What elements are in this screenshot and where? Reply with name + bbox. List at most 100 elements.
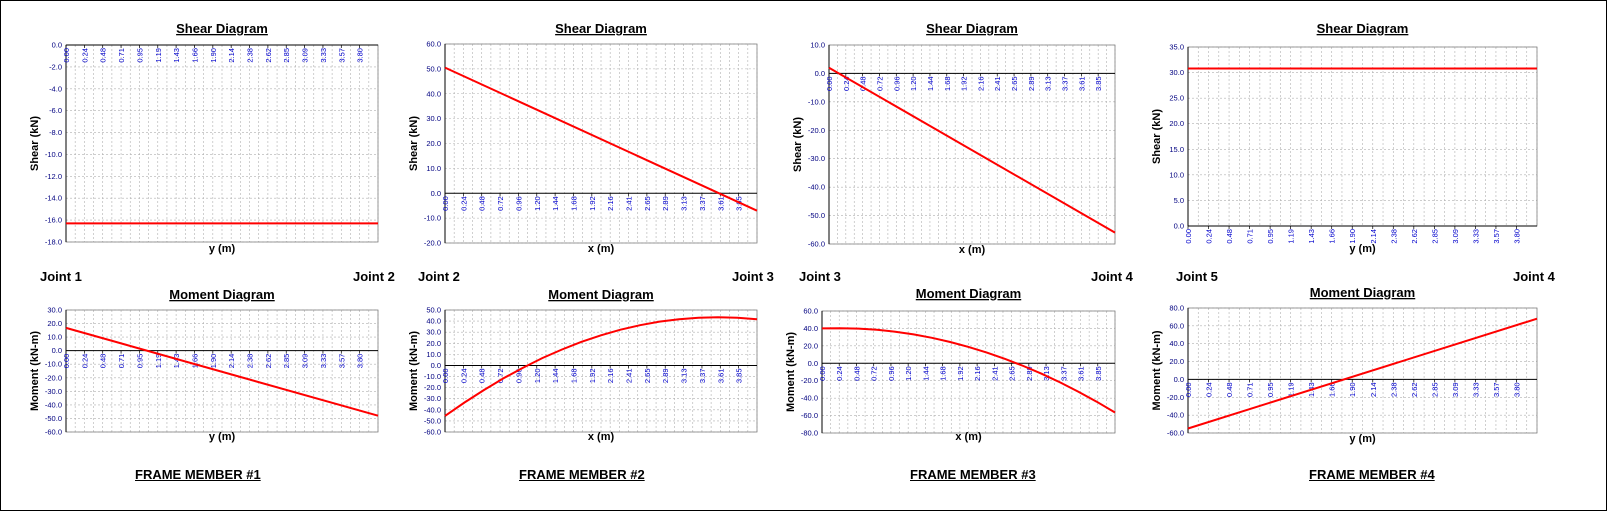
y-tick-label: 20.0 xyxy=(426,139,441,148)
x-tick-label: 3.85 xyxy=(1094,366,1103,381)
chart-5: -60.0 -50.0 -40.0 -30.0 -20.0 -10.0 0.0 10.0 20.… xyxy=(29,287,379,443)
x-axis-label: x (m) xyxy=(588,243,615,255)
y-tick-label: 0.0 xyxy=(431,361,441,370)
x-tick-label: 0.24 xyxy=(835,366,844,381)
y-tick-label: 40.0 xyxy=(1169,339,1184,348)
y-tick-label: -40.0 xyxy=(1167,411,1184,420)
x-tick-label: 2.14 xyxy=(227,354,236,369)
x-tick-label: 0.71 xyxy=(117,48,126,63)
x-tick-label: 2.38 xyxy=(1389,382,1398,397)
y-tick-label: 40.0 xyxy=(803,324,818,333)
x-tick-label: 1.68 xyxy=(569,368,578,383)
chart-2: -20.0 -10.0 0.0 10.0 20.0 30.0 40.0 50.0 60.0 0.0… xyxy=(408,21,758,255)
chart-title: Moment Diagram xyxy=(1310,285,1415,300)
y-tick-label: -40.0 xyxy=(808,183,825,192)
chart-title: Moment Diagram xyxy=(548,287,653,302)
x-tick-label: 0.00 xyxy=(818,366,827,381)
x-tick-label: 1.92 xyxy=(956,366,965,381)
x-tick-label: 0.95 xyxy=(135,48,144,63)
x-tick-label: 2.14 xyxy=(1369,229,1378,244)
x-tick-label: 3.57 xyxy=(337,354,346,369)
x-tick-label: 0.48 xyxy=(99,354,108,369)
x-tick-label: 2.16 xyxy=(973,366,982,381)
x-tick-label: 1.19 xyxy=(1287,229,1296,244)
x-tick-label: 3.13 xyxy=(1044,76,1053,91)
frame-member-label-4: FRAME MEMBER #4 xyxy=(1309,467,1435,482)
series-line xyxy=(444,66,758,212)
y-tick-label: -14.0 xyxy=(45,194,62,203)
chart-title: Shear Diagram xyxy=(176,21,268,36)
y-tick-label: 0.0 xyxy=(52,346,62,355)
y-axis-label: Moment (kN-m) xyxy=(1151,330,1163,410)
x-tick-label: 3.13 xyxy=(1042,366,1051,381)
x-tick-label: 2.41 xyxy=(990,366,999,381)
series-line xyxy=(828,66,1116,234)
y-tick-label: -40.0 xyxy=(45,400,62,409)
chart-6: -60.0 -50.0 -40.0 -30.0 -20.0 -10.0 0.0 10.0 20.… xyxy=(408,287,758,443)
x-tick-label: 3.37 xyxy=(698,368,707,383)
x-tick-label: 2.41 xyxy=(625,196,634,211)
x-tick-label: 0.48 xyxy=(859,76,868,91)
chart-4: 0.0 5.0 10.0 15.0 20.0 25.0 30.0 35.0 0.00 0.24 0.… xyxy=(1151,21,1538,255)
y-axis-label: Shear (kN) xyxy=(29,116,41,171)
x-tick-label: 2.16 xyxy=(606,368,615,383)
x-axis-label: x (m) xyxy=(588,431,615,443)
x-tick-label: 2.14 xyxy=(1369,382,1378,397)
x-tick-label: 0.00 xyxy=(1184,229,1193,244)
x-tick-label: 2.85 xyxy=(1430,382,1439,397)
x-tick-label: 3.80 xyxy=(1512,229,1521,244)
x-tick-label: 3.33 xyxy=(319,48,328,63)
x-tick-label: 0.96 xyxy=(514,368,523,383)
y-tick-label: -18.0 xyxy=(45,238,62,247)
x-tick-label: 3.80 xyxy=(1512,382,1521,397)
x-tick-label: 1.92 xyxy=(588,196,597,211)
y-tick-label: 5.0 xyxy=(1174,196,1184,205)
x-tick-label: 2.38 xyxy=(1389,229,1398,244)
y-tick-label: -20.0 xyxy=(45,373,62,382)
x-tick-label: 3.57 xyxy=(337,48,346,63)
y-tick-label: -80.0 xyxy=(801,429,818,438)
x-tick-label: 1.68 xyxy=(569,196,578,211)
x-tick-label: 1.66 xyxy=(190,48,199,63)
y-tick-label: 50.0 xyxy=(426,306,441,315)
x-tick-label: 2.41 xyxy=(625,368,634,383)
y-tick-label: -30.0 xyxy=(808,154,825,163)
y-axis-label: Shear (kN) xyxy=(408,116,420,171)
x-tick-label: 0.95 xyxy=(135,354,144,369)
x-tick-label: 1.43 xyxy=(172,354,181,369)
x-tick-label: 2.85 xyxy=(282,354,291,369)
x-tick-label: 2.65 xyxy=(643,368,652,383)
x-tick-label: 1.90 xyxy=(1348,229,1357,244)
y-axis-label: Moment (kN-m) xyxy=(785,332,797,412)
x-tick-label: 0.24 xyxy=(842,76,851,91)
y-axis-label: Shear (kN) xyxy=(792,117,804,172)
x-tick-label: 0.24 xyxy=(80,354,89,369)
y-tick-label: -50.0 xyxy=(808,211,825,220)
x-tick-label: 3.09 xyxy=(1451,382,1460,397)
y-tick-label: 10.0 xyxy=(426,350,441,359)
x-tick-label: 2.38 xyxy=(246,354,255,369)
y-tick-label: 40.0 xyxy=(426,317,441,326)
x-tick-label: 3.85 xyxy=(1094,76,1103,91)
x-tick-label: 0.71 xyxy=(1246,229,1255,244)
frame-member-label-3: FRAME MEMBER #3 xyxy=(910,467,1036,482)
y-tick-label: -6.0 xyxy=(49,106,62,115)
x-tick-label: 1.43 xyxy=(172,48,181,63)
x-axis-label: y (m) xyxy=(209,431,236,443)
y-tick-label: -30.0 xyxy=(45,387,62,396)
joint-label-right-1: Joint 2 xyxy=(353,269,395,284)
y-tick-label: -10.0 xyxy=(424,372,441,381)
y-tick-label: 0.0 xyxy=(1174,375,1184,384)
plot-frame xyxy=(1187,307,1538,434)
x-tick-label: 1.19 xyxy=(154,48,163,63)
chart-8: -60.0 -40.0 -20.0 0.0 20.0 40.0 60.0 80.0 0.00 0.… xyxy=(1151,285,1538,445)
x-tick-label: 3.57 xyxy=(1492,382,1501,397)
series-line xyxy=(65,326,379,417)
y-tick-label: -40.0 xyxy=(424,405,441,414)
joint-label-left-4: Joint 5 xyxy=(1176,269,1218,284)
y-tick-label: 20.0 xyxy=(803,341,818,350)
x-tick-label: 0.48 xyxy=(478,368,487,383)
y-tick-label: 10.0 xyxy=(810,41,825,50)
x-tick-label: 3.37 xyxy=(1059,366,1068,381)
